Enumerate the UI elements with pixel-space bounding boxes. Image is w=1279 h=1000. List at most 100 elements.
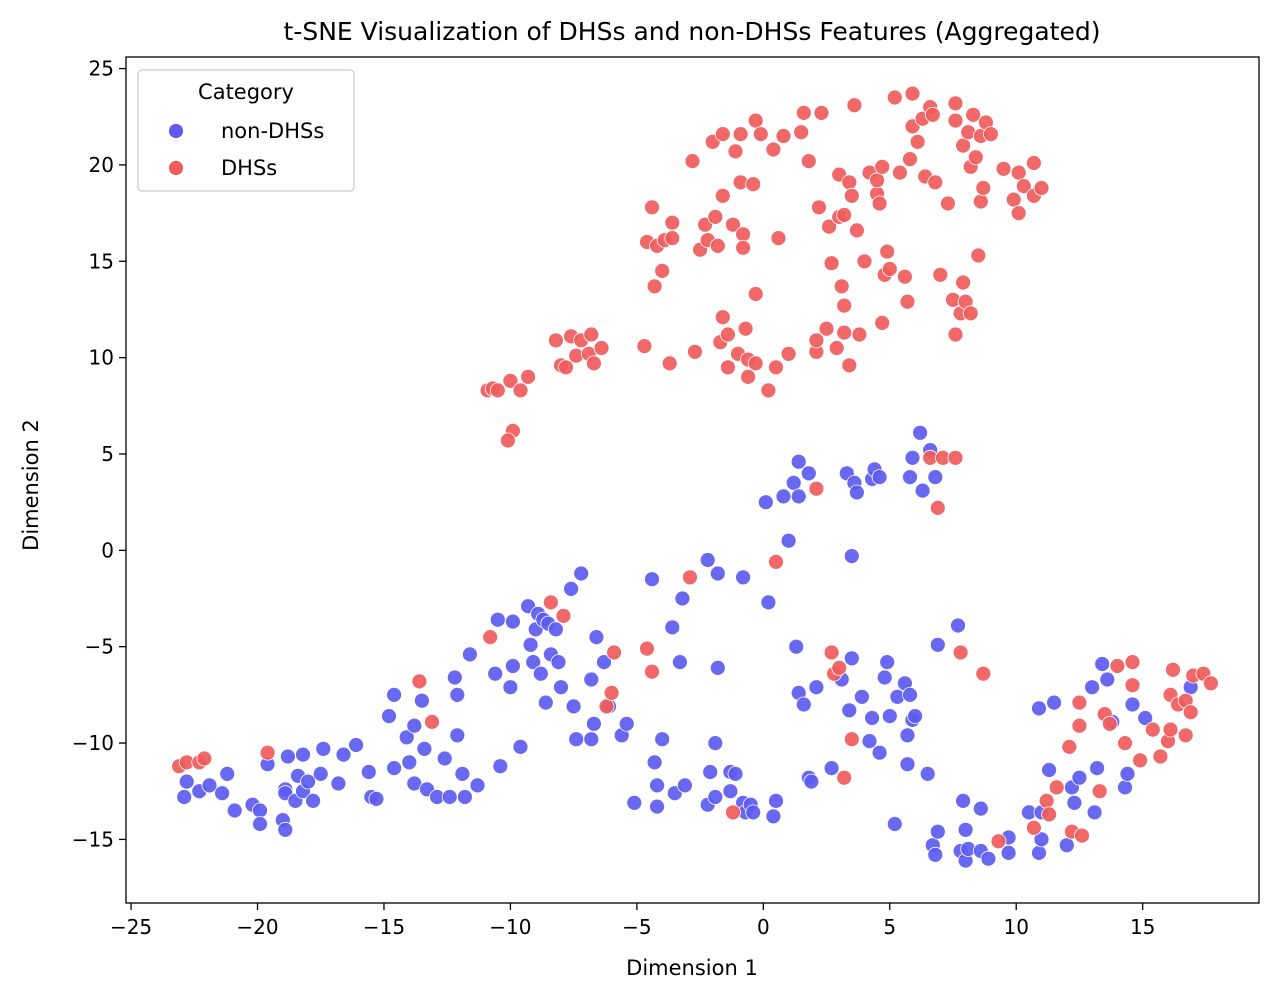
data-point	[1041, 806, 1057, 823]
data-point	[836, 207, 853, 223]
data-point	[912, 424, 928, 441]
data-point	[593, 340, 610, 356]
data-point	[1124, 696, 1141, 713]
data-point	[682, 569, 698, 586]
data-point	[740, 368, 756, 385]
data-point	[618, 715, 635, 732]
data-point	[664, 214, 681, 231]
data-point	[568, 731, 585, 748]
data-point	[965, 106, 982, 123]
data-point	[553, 679, 569, 696]
data-point	[201, 777, 218, 794]
data-point	[879, 654, 896, 670]
data-point	[843, 187, 860, 204]
y-tick-label: 25	[89, 57, 114, 81]
data-point	[1137, 710, 1154, 726]
data-point	[990, 833, 1007, 850]
data-point	[416, 740, 433, 757]
data-point	[449, 727, 466, 744]
data-point	[413, 692, 430, 709]
data-point	[780, 532, 797, 549]
data-point	[980, 850, 997, 867]
data-point	[525, 654, 542, 670]
data-point	[864, 710, 880, 726]
data-point	[252, 816, 268, 832]
data-point	[790, 488, 807, 505]
data-point	[955, 274, 971, 291]
data-point	[386, 760, 403, 776]
data-point	[722, 783, 739, 800]
data-point	[644, 199, 660, 216]
x-tick-label: 15	[1130, 915, 1155, 939]
data-point	[1109, 658, 1126, 674]
data-point	[818, 320, 835, 337]
data-point	[800, 465, 817, 482]
data-point	[972, 193, 989, 210]
data-point	[1010, 164, 1027, 181]
data-point	[401, 754, 418, 771]
data-point	[871, 744, 888, 761]
data-point	[583, 326, 600, 343]
data-point	[823, 760, 840, 776]
data-point	[295, 746, 311, 763]
data-point	[583, 671, 600, 688]
data-point	[707, 208, 724, 225]
data-point	[914, 482, 931, 499]
data-point	[360, 764, 377, 780]
data-point	[1031, 845, 1047, 861]
data-point	[720, 326, 736, 343]
data-point	[654, 731, 671, 748]
data-point	[709, 565, 726, 582]
data-point	[543, 594, 559, 611]
data-point	[646, 278, 663, 295]
data-point	[219, 766, 236, 782]
data-point	[1041, 762, 1057, 778]
data-point	[646, 754, 663, 771]
data-point	[909, 133, 926, 150]
data-point	[330, 775, 347, 792]
data-point	[735, 239, 751, 256]
data-point	[851, 326, 868, 343]
data-point	[664, 230, 681, 247]
data-point	[684, 153, 701, 170]
data-point	[548, 621, 564, 638]
data-point	[747, 355, 764, 372]
data-point	[876, 669, 893, 686]
data-point	[800, 153, 817, 170]
data-point	[1000, 845, 1017, 861]
data-point	[661, 355, 678, 372]
data-point	[644, 663, 660, 680]
data-point	[947, 95, 964, 112]
data-point	[1031, 700, 1047, 717]
data-point	[532, 665, 549, 682]
data-point	[927, 846, 944, 863]
y-tick-label: 20	[89, 153, 114, 177]
data-point	[573, 565, 590, 582]
data-point	[995, 160, 1012, 177]
data-point	[879, 243, 896, 260]
data-point	[808, 480, 825, 497]
data-point	[1091, 783, 1108, 800]
data-point	[550, 654, 567, 670]
series-non-dhss	[176, 424, 1199, 869]
data-point	[881, 708, 898, 724]
data-point	[502, 679, 519, 696]
data-point	[811, 199, 827, 216]
data-point	[555, 608, 572, 624]
data-point	[929, 636, 946, 653]
data-point	[489, 611, 506, 628]
data-point	[962, 305, 979, 322]
data-point	[727, 143, 744, 160]
data-point	[795, 696, 812, 713]
data-point	[1071, 717, 1088, 734]
data-point	[952, 644, 969, 661]
data-point	[768, 793, 784, 809]
data-point	[843, 650, 860, 667]
legend: Category non-DHSs DHSs	[137, 69, 355, 192]
data-point	[846, 97, 863, 114]
data-point	[808, 679, 825, 696]
data-point	[626, 794, 643, 811]
legend-title: Category	[198, 80, 294, 104]
data-point	[664, 619, 681, 636]
data-point	[821, 218, 837, 235]
